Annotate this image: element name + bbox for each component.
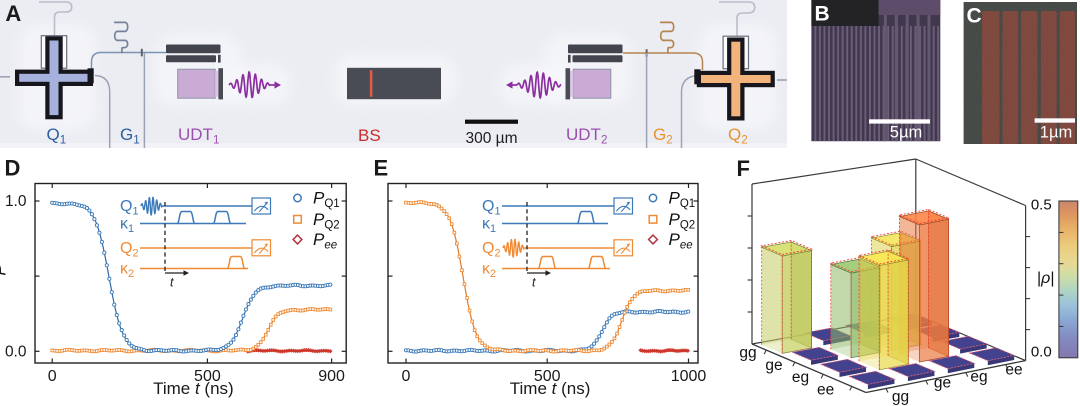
svg-text:PQ1: PQ1	[313, 189, 340, 211]
svg-text:0.0: 0.0	[1031, 344, 1052, 361]
svg-text:Q2: Q2	[482, 240, 501, 260]
svg-text:Time t (ns): Time t (ns)	[153, 379, 234, 398]
svg-text:0.0: 0.0	[5, 344, 27, 361]
svg-text:0.5: 0.5	[1031, 197, 1052, 214]
svg-text:ge: ge	[765, 357, 782, 374]
svg-text:Pee: Pee	[313, 230, 337, 252]
svg-text:5µm: 5µm	[890, 124, 922, 142]
svg-text:1.0: 1.0	[5, 193, 27, 210]
svg-text:gg: gg	[739, 345, 756, 362]
svg-text:eg: eg	[792, 369, 809, 386]
svg-text:0: 0	[402, 368, 411, 385]
svg-text:PQ1: PQ1	[669, 189, 696, 211]
svg-text:E: E	[374, 156, 389, 181]
svg-text:900: 900	[318, 368, 345, 385]
svg-text:F: F	[737, 156, 750, 181]
svg-text:κ1: κ1	[482, 216, 496, 236]
svg-text:Pee: Pee	[669, 230, 693, 252]
svg-text:1000: 1000	[671, 368, 707, 385]
svg-text:300 µm: 300 µm	[465, 130, 517, 147]
svg-text:D: D	[5, 156, 21, 181]
svg-text:BS: BS	[358, 126, 381, 145]
svg-text:ee: ee	[817, 382, 834, 399]
svg-text:t: t	[532, 276, 536, 290]
svg-text:PQ2: PQ2	[669, 210, 696, 232]
svg-text:UDT1: UDT1	[178, 125, 219, 147]
svg-text:ee: ee	[1005, 362, 1022, 379]
svg-text:ge: ge	[934, 375, 951, 392]
svg-text:|ρ|: |ρ|	[1037, 270, 1054, 287]
svg-text:κ1: κ1	[120, 216, 134, 236]
svg-text:UDT2: UDT2	[566, 125, 607, 147]
svg-text:500: 500	[194, 368, 221, 385]
svg-text:κ2: κ2	[120, 261, 134, 281]
svg-text:C: C	[967, 5, 982, 28]
svg-text:Q2: Q2	[120, 240, 139, 260]
svg-text:0: 0	[48, 368, 57, 385]
svg-text:gg: gg	[892, 389, 909, 406]
svg-text:t: t	[170, 276, 174, 290]
svg-text:P: P	[0, 264, 10, 276]
svg-text:κ2: κ2	[482, 261, 496, 281]
svg-text:B: B	[815, 3, 830, 26]
svg-text:500: 500	[534, 368, 561, 385]
svg-text:Time t (ns): Time t (ns)	[510, 379, 591, 398]
svg-text:A: A	[5, 1, 21, 26]
svg-text:PQ2: PQ2	[313, 210, 340, 232]
svg-text:eg: eg	[970, 369, 987, 386]
